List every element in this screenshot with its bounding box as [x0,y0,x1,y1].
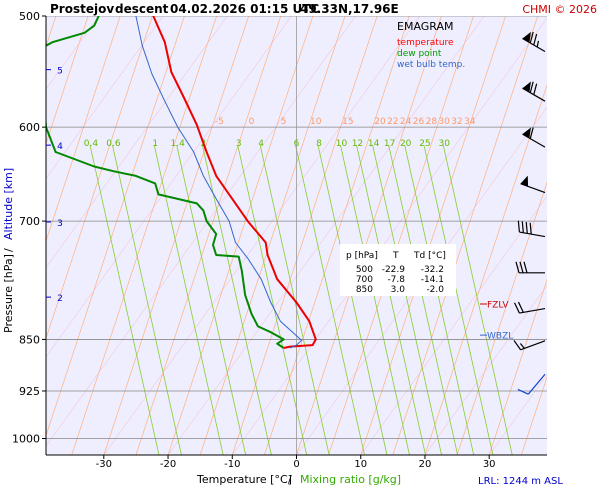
mixing-ratio-label: 20 [400,139,412,149]
x-tick-label: 30 [483,459,496,470]
header-station: Prostejov [50,2,114,16]
isotherm-label: 30 [438,117,450,127]
mixing-ratio-label: 25 [419,139,430,149]
x-tick-label: -30 [96,459,112,470]
y-tick-label: 700 [19,215,40,228]
isotherm-line [586,16,600,455]
table-cell-t: 3.0 [391,285,406,295]
y-tick-label: 850 [19,333,40,346]
isotherm-label: 0 [249,117,255,127]
mixing-ratio-label: 6 [294,139,300,149]
table-cell-td: -2.0 [426,285,444,295]
table-cell-t: -22.9 [382,265,406,275]
x-tick-label: -10 [224,459,240,470]
x-tick-label: 10 [354,459,367,470]
altitude-tick-label: 2 [57,294,63,304]
isotherm-label: 10 [310,117,322,127]
header-copyright: CHMI © 2026 [522,3,597,16]
table-cell-td: -32.2 [421,265,444,275]
x-tick-label: 20 [419,459,432,470]
altitude-tick-label: 3 [57,219,63,229]
mixing-ratio-label: 12 [352,139,363,149]
mixing-ratio-label: 1.4 [171,139,186,149]
y-tick-label: 925 [19,385,40,398]
y-axis-title-pressure: Pressure [hPa] [2,254,15,333]
isotherm-label: 34 [464,117,476,127]
isotherm-label: 22 [387,117,398,127]
header-datetime: 04.02.2026 01:15 UTC [170,2,319,16]
sounding-table: p [hPa] T Td [°C] 500 -22.9 -32.2 700 -7… [340,244,456,296]
table-cell-p: 700 [356,275,373,285]
lrl-label: LRL: 1244 m ASL [478,476,563,487]
table-header-p: p [hPa] [346,251,378,261]
legend-entry-dew-point: dew point [397,49,442,59]
x-axis-title-mixing: Mixing ratio [g/kg] [300,473,401,486]
mixing-ratio-label: 4 [258,139,264,149]
x-axis-title-sep: / [288,473,292,486]
isotherm-label: 15 [342,117,353,127]
marker-wbzl-label: WBZL [487,332,513,342]
y-axis-title-sep: / [2,248,15,252]
altitude-tick-label: 4 [57,142,63,152]
table-cell-t: -7.8 [387,275,405,285]
header-coords: 49.33N,17.96E [300,2,399,16]
mixing-ratio-label: 0.4 [84,139,99,149]
table-cell-p: 850 [356,285,373,295]
legend-entry-wet-bulb: wet bulb temp. [397,60,465,70]
table-header-t: T [392,251,399,261]
x-axis-title-temperature: Temperature [°C] [196,473,292,486]
altitude-tick-label: 5 [57,67,63,77]
y-tick-label: 1000 [12,433,40,446]
mixing-ratio-label: 1 [152,139,158,149]
y-axis-title-altitude: Altitude [km] [2,168,15,240]
mixing-ratio-label: 14 [368,139,380,149]
legend-title: EMAGRAM [397,20,454,33]
y-tick-label: 600 [19,121,40,134]
mixing-ratio-label: 3 [236,139,242,149]
isotherm-label: 32 [451,117,462,127]
isotherm-label: 24 [400,117,412,127]
mixing-ratio-label: 8 [316,139,322,149]
y-tick-label: 500 [19,10,40,23]
x-tick-label: 0 [293,459,299,470]
table-cell-p: 500 [356,265,373,275]
x-tick-label: -20 [160,459,176,470]
dry-adiabat-line [553,16,600,455]
table-cell-td: -14.1 [421,275,444,285]
mixing-ratio-label: 30 [439,139,451,149]
isotherm-label: 20 [374,117,386,127]
mixing-ratio-label: 10 [336,139,348,149]
header-mode: descent [115,2,169,16]
isotherm-label: 26 [413,117,425,127]
mixing-ratio-label: 0.6 [106,139,121,149]
marker-fzlv-label: FZLV [487,301,509,311]
table-header-td: Td [°C] [413,251,446,261]
isotherm-label: 28 [426,117,438,127]
mixing-ratio-label: 17 [384,139,395,149]
isotherm-label: -5 [215,117,224,127]
isotherm-line [553,16,600,455]
legend-entry-temperature: temperature [397,38,454,48]
isotherm-label: 5 [281,117,287,127]
